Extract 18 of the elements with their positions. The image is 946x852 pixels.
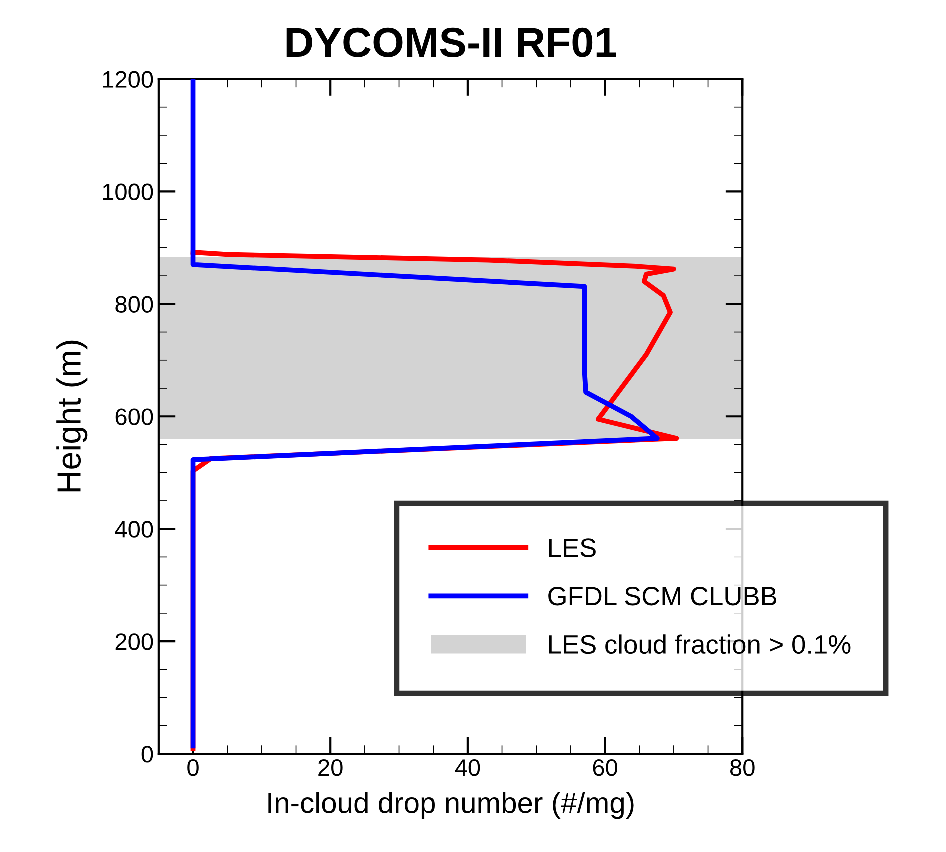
y-tick-label: 0 [142,746,154,763]
y-axis-title: Height (m) [56,340,88,492]
x-tick-label: 0 [188,760,199,776]
y-tick-label: 1200 [103,71,154,88]
legend-label: LES [549,538,596,558]
y-tick-label: 200 [116,634,154,650]
chart-title: DYCOMS-II RF01 [286,28,616,58]
y-tick-label: 800 [116,296,154,313]
y-tick-label: 600 [116,408,154,426]
legend-label: GFDL SCM CLUBB [548,587,777,606]
y-tick-label: 400 [115,521,154,538]
x-tick-label: 60 [593,760,618,776]
x-tick-label: 40 [455,760,480,776]
x-tick-label: 80 [730,760,755,776]
legend-label: LES cloud fraction > 0.1% [549,634,851,654]
y-tick-label: 1000 [103,184,154,200]
x-tick-label: 20 [318,760,343,776]
x-axis-title: In-cloud drop number (#/mg) [268,792,634,820]
